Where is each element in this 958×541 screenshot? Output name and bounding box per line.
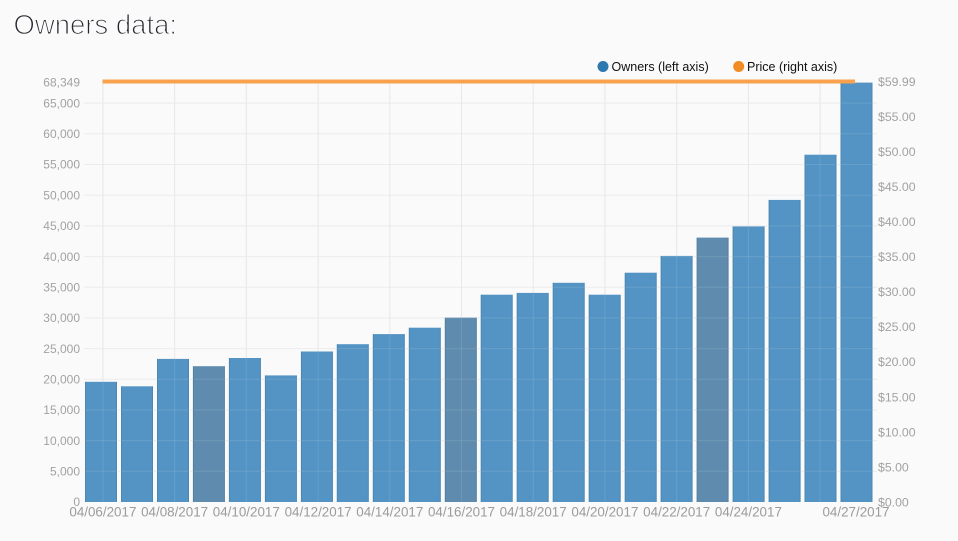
svg-text:45,000: 45,000 <box>43 219 80 233</box>
svg-text:25,000: 25,000 <box>43 342 80 356</box>
svg-text:5,000: 5,000 <box>50 465 80 479</box>
svg-text:$45.00: $45.00 <box>878 180 916 194</box>
svg-text:$50.00: $50.00 <box>878 145 916 159</box>
svg-text:$15.00: $15.00 <box>878 390 916 404</box>
svg-text:04/14/2017: 04/14/2017 <box>356 505 423 520</box>
svg-text:$30.00: $30.00 <box>878 285 916 299</box>
svg-text:04/12/2017: 04/12/2017 <box>285 505 352 520</box>
svg-text:04/24/2017: 04/24/2017 <box>715 505 782 520</box>
svg-text:0: 0 <box>73 495 80 509</box>
svg-text:04/20/2017: 04/20/2017 <box>571 505 638 520</box>
svg-text:35,000: 35,000 <box>43 280 80 294</box>
svg-text:$55.00: $55.00 <box>878 110 916 124</box>
svg-text:$0.00: $0.00 <box>878 495 909 509</box>
svg-text:$35.00: $35.00 <box>878 250 916 264</box>
svg-text:$40.00: $40.00 <box>878 215 916 229</box>
svg-text:$5.00: $5.00 <box>878 460 909 474</box>
svg-text:04/10/2017: 04/10/2017 <box>213 505 280 520</box>
svg-text:Price (right axis): Price (right axis) <box>747 60 837 74</box>
svg-text:$25.00: $25.00 <box>878 320 916 334</box>
svg-text:30,000: 30,000 <box>43 311 80 325</box>
svg-text:04/08/2017: 04/08/2017 <box>141 505 208 520</box>
svg-text:65,000: 65,000 <box>43 96 80 110</box>
svg-text:15,000: 15,000 <box>43 403 80 417</box>
svg-text:04/06/2017: 04/06/2017 <box>69 505 136 520</box>
svg-text:$59.99: $59.99 <box>878 75 916 89</box>
svg-text:Owners (left axis): Owners (left axis) <box>612 60 709 74</box>
svg-text:$20.00: $20.00 <box>878 355 916 369</box>
svg-text:40,000: 40,000 <box>43 250 80 264</box>
svg-text:20,000: 20,000 <box>43 373 80 387</box>
svg-text:50,000: 50,000 <box>43 188 80 202</box>
svg-text:04/16/2017: 04/16/2017 <box>428 505 495 520</box>
svg-text:04/18/2017: 04/18/2017 <box>500 505 567 520</box>
svg-text:60,000: 60,000 <box>43 127 80 141</box>
svg-text:68,349: 68,349 <box>43 75 80 89</box>
svg-text:04/27/2017: 04/27/2017 <box>822 505 889 520</box>
svg-text:$10.00: $10.00 <box>878 425 916 439</box>
svg-text:55,000: 55,000 <box>43 158 80 172</box>
svg-text:10,000: 10,000 <box>43 434 80 448</box>
svg-text:04/22/2017: 04/22/2017 <box>643 505 710 520</box>
svg-text:Owners data:: Owners data: <box>14 9 178 40</box>
